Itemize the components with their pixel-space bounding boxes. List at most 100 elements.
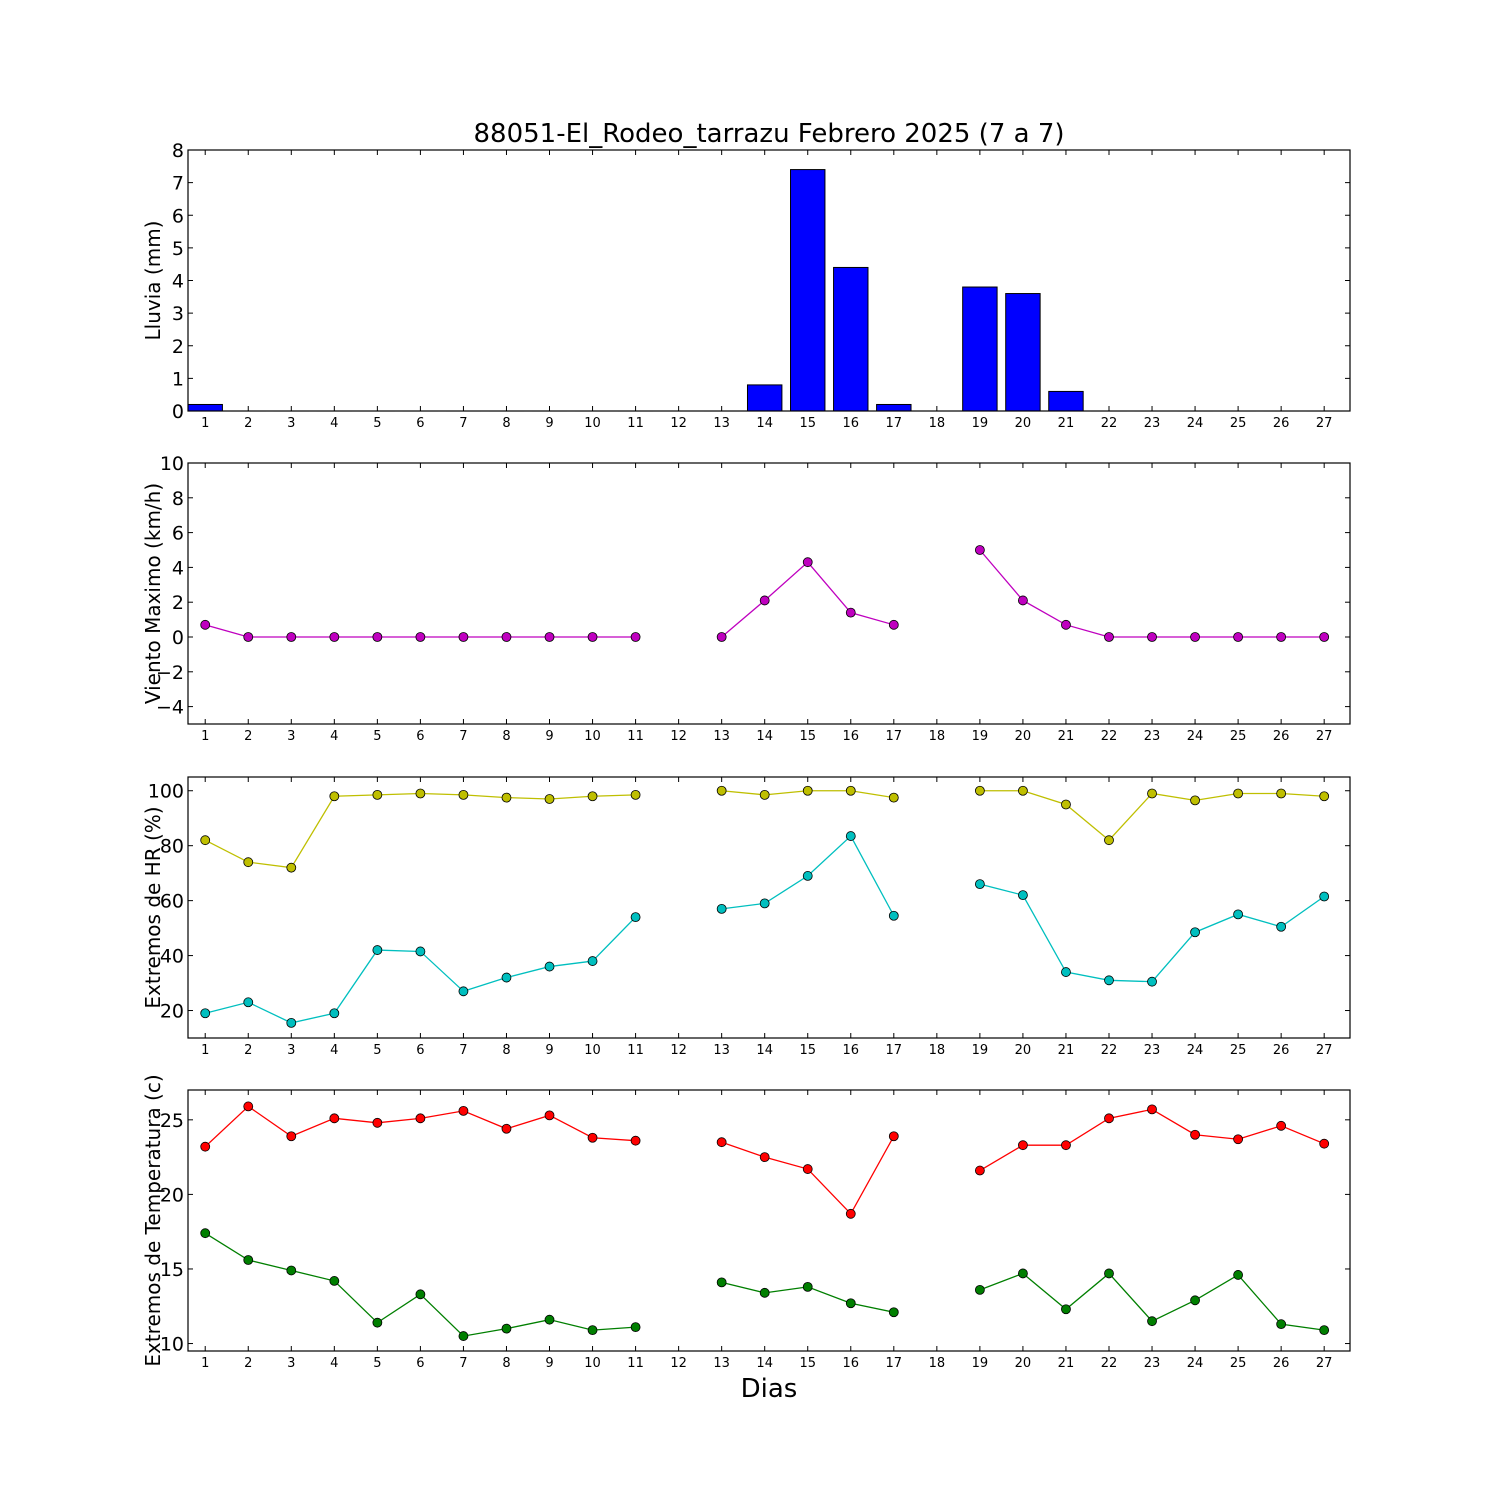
data-point — [1276, 632, 1287, 642]
data-point — [329, 1008, 340, 1019]
x-tick-label: 19 — [972, 1043, 989, 1058]
series-line — [721, 561, 894, 638]
data-point — [759, 898, 770, 909]
x-tick-label: 12 — [670, 1356, 687, 1371]
x-tick-label: 17 — [886, 1043, 903, 1058]
bar — [746, 384, 783, 412]
data-point — [329, 1113, 340, 1124]
x-tick-label: 16 — [842, 416, 859, 431]
x-tick-label: 22 — [1101, 1043, 1118, 1058]
data-point — [200, 1008, 211, 1019]
x-tick-label: 13 — [713, 1356, 730, 1371]
x-tick-label: 10 — [584, 1356, 601, 1371]
data-point — [845, 607, 856, 618]
data-point — [415, 946, 426, 957]
data-point — [845, 1208, 856, 1219]
data-point — [544, 632, 555, 642]
data-point — [501, 1123, 512, 1134]
data-point — [802, 1281, 813, 1292]
y-axis-label: Lluvia (mm) — [141, 221, 165, 341]
x-tick-label: 18 — [929, 1043, 946, 1058]
data-point — [458, 1331, 469, 1341]
y-axis-label: Extremos de HR (%) — [141, 806, 165, 1008]
data-point — [1104, 1268, 1114, 1279]
data-point — [458, 1105, 469, 1116]
data-point — [630, 912, 641, 923]
x-tick-label: 9 — [545, 1356, 553, 1371]
data-point — [1233, 632, 1244, 642]
bar — [962, 286, 998, 412]
x-axis-label: Dias — [741, 1374, 798, 1404]
x-tick-label: 16 — [842, 729, 859, 744]
data-point — [1190, 795, 1200, 806]
x-tick-label: 22 — [1101, 729, 1118, 744]
data-point — [759, 595, 770, 606]
x-tick-label: 12 — [670, 416, 687, 431]
data-point — [1319, 632, 1330, 642]
data-point — [587, 956, 598, 966]
axes-frame — [187, 776, 1351, 1039]
data-point — [200, 1228, 211, 1239]
bar — [187, 403, 223, 412]
data-point — [1319, 791, 1330, 802]
x-tick-label: 14 — [756, 1043, 773, 1058]
x-tick-label: 6 — [416, 1356, 424, 1371]
x-tick-label: 12 — [670, 1043, 687, 1058]
x-tick-label: 6 — [416, 1043, 424, 1058]
y-tick-label: 0 — [172, 627, 184, 649]
data-point — [200, 619, 211, 630]
x-tick-label: 8 — [502, 1043, 510, 1058]
data-point — [1319, 891, 1330, 902]
x-tick-label: 20 — [1015, 416, 1032, 431]
data-point — [1190, 927, 1200, 938]
x-tick-label: 26 — [1273, 729, 1290, 744]
x-tick-label: 21 — [1058, 1356, 1075, 1371]
data-point — [1233, 1134, 1244, 1145]
x-tick-label: 26 — [1273, 1043, 1290, 1058]
data-point — [630, 1322, 641, 1333]
data-point — [501, 1323, 512, 1334]
x-tick-label: 6 — [416, 729, 424, 744]
x-tick-label: 17 — [886, 1356, 903, 1371]
y-tick-label: 6 — [172, 523, 184, 545]
y-tick-label: 8 — [172, 140, 184, 162]
data-point — [415, 1289, 426, 1300]
x-tick-label: 5 — [373, 729, 381, 744]
series-line — [204, 792, 636, 869]
x-tick-label: 26 — [1273, 416, 1290, 431]
y-tick-label: 25 — [160, 1110, 184, 1132]
data-point — [1147, 632, 1157, 642]
x-tick-label: 3 — [287, 729, 295, 744]
y-tick-label: 4 — [172, 271, 184, 293]
x-tick-label: 5 — [373, 416, 381, 431]
data-point — [1061, 799, 1071, 810]
x-tick-label: 13 — [713, 416, 730, 431]
x-tick-label: 25 — [1230, 729, 1247, 744]
data-point — [544, 794, 555, 804]
series-line — [979, 883, 1325, 983]
x-tick-label: 22 — [1101, 416, 1118, 431]
x-tick-label: 10 — [584, 416, 601, 431]
y-tick-label: 80 — [160, 836, 184, 858]
x-tick-label: 22 — [1101, 1356, 1118, 1371]
series-line — [721, 1135, 895, 1215]
data-point — [587, 791, 598, 802]
data-point — [1276, 1120, 1287, 1131]
y-tick-label: 40 — [160, 946, 184, 968]
x-tick-label: 2 — [244, 729, 252, 744]
x-tick-label: 5 — [373, 1043, 381, 1058]
x-tick-label: 3 — [287, 1043, 295, 1058]
series-line — [204, 1232, 636, 1337]
x-tick-label: 3 — [287, 416, 295, 431]
data-point — [1061, 967, 1071, 977]
x-tick-label: 9 — [545, 729, 553, 744]
y-tick-label: 4 — [172, 557, 184, 579]
x-tick-label: 4 — [330, 1356, 338, 1371]
x-tick-label: 19 — [972, 416, 989, 431]
x-tick-label: 24 — [1187, 416, 1204, 431]
series-line — [979, 1108, 1325, 1172]
data-point — [974, 545, 985, 555]
data-point — [888, 1307, 899, 1318]
data-point — [845, 1298, 856, 1309]
x-tick-label: 20 — [1015, 729, 1032, 744]
